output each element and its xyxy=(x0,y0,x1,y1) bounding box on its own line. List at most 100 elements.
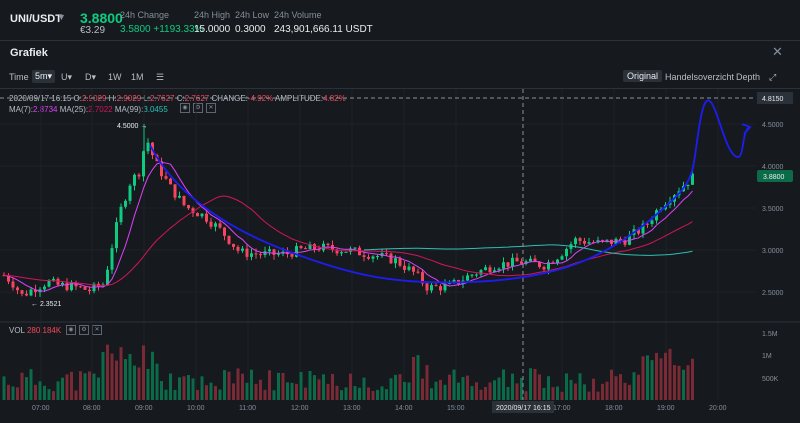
volume-bar xyxy=(178,377,181,400)
volume-bar xyxy=(299,371,303,400)
candle-body xyxy=(209,221,213,227)
volume-bar xyxy=(259,379,262,400)
volume-bar xyxy=(196,390,199,400)
close-icon[interactable]: ✕ xyxy=(206,103,216,113)
interval-day[interactable]: D▾ xyxy=(85,72,97,82)
volume-bar xyxy=(115,360,118,400)
volume-bar xyxy=(565,373,568,400)
volume-bar xyxy=(407,382,411,400)
crosshair-price-tag xyxy=(757,92,793,104)
panel-title: Grafiek xyxy=(10,47,48,59)
divider xyxy=(0,88,800,89)
volume-bar xyxy=(605,381,609,400)
gear-icon[interactable]: ⚙ xyxy=(193,103,203,113)
candle-body xyxy=(124,200,127,207)
interval-1w[interactable]: 1W xyxy=(108,72,122,82)
view-handelsoverzicht[interactable]: Handelsoverzicht xyxy=(665,72,735,82)
candle-body xyxy=(200,213,204,217)
candle-body xyxy=(79,286,82,288)
volume-bar xyxy=(682,369,685,400)
volume-bar xyxy=(380,386,384,400)
volume-bar xyxy=(394,374,397,400)
volume-bar xyxy=(601,383,604,400)
candle-body xyxy=(497,268,501,271)
candle-body xyxy=(605,239,609,241)
view-depth[interactable]: Depth xyxy=(736,72,761,82)
volume-bar xyxy=(268,370,271,400)
time-axis-label: 08:00 xyxy=(83,405,101,412)
candle-body xyxy=(578,238,582,241)
volume-bar xyxy=(295,383,298,400)
chart-axes: 4.5000 4.0000 3.5000 3.0000 2.5000 1.5M 1M 500K… xyxy=(32,122,784,413)
volume-bar xyxy=(313,375,316,400)
fullscreen-icon[interactable]: ⤢ xyxy=(769,72,777,82)
candle-body xyxy=(173,184,177,198)
volume-bar xyxy=(7,384,10,400)
volume-bar xyxy=(614,376,618,400)
volume-bar xyxy=(691,358,694,400)
candle-body xyxy=(74,282,78,287)
price-axis-label: 3.5000 xyxy=(762,206,784,213)
volume-bar xyxy=(245,382,249,400)
candle-body xyxy=(223,227,226,236)
interval-1m[interactable]: 1M xyxy=(131,72,144,82)
symbol-selector[interactable]: UNI/USDT xyxy=(10,13,62,25)
volume-bar xyxy=(241,373,244,400)
volume-axis-label: 500K xyxy=(762,376,779,383)
candle-body xyxy=(538,261,541,267)
volume-bar xyxy=(587,391,591,400)
price-axis-label: 4.5000 xyxy=(762,122,784,129)
candle-body xyxy=(16,287,19,291)
stat-24h-change: 24h Change 3.5800 +1193.33% xyxy=(120,10,204,35)
volume-bar xyxy=(416,355,420,400)
volume-bar xyxy=(542,387,546,400)
candle-body xyxy=(628,234,631,245)
close-icon[interactable]: ✕ xyxy=(772,44,783,59)
volume-bar xyxy=(205,385,208,400)
volume-bar xyxy=(376,389,379,400)
time-axis-label: 13:00 xyxy=(343,405,361,412)
settings-icon[interactable]: ☰ xyxy=(156,72,165,82)
gear-icon[interactable]: ⚙ xyxy=(79,325,89,335)
view-original[interactable]: Original xyxy=(623,70,663,82)
candle-body xyxy=(583,240,586,244)
eye-icon[interactable]: ◉ xyxy=(180,103,190,113)
candle-body xyxy=(511,257,514,267)
candle-body xyxy=(574,238,577,245)
volume-bar xyxy=(484,387,487,400)
volume-bar xyxy=(74,390,78,400)
price-axis-label: 2.5000 xyxy=(762,290,784,297)
volume-bar xyxy=(466,375,469,400)
candle-body xyxy=(241,248,244,251)
candle-body xyxy=(250,253,253,257)
candle-body xyxy=(533,258,537,262)
volume-bar xyxy=(155,363,159,400)
time-axis-label: 15:00 xyxy=(447,405,465,412)
volume-bar xyxy=(641,356,645,400)
interval-5m[interactable]: 5m▾ xyxy=(32,70,56,83)
volume-bar xyxy=(43,385,46,400)
volume-bar xyxy=(479,389,483,400)
time-label[interactable]: Time xyxy=(9,72,29,82)
eye-icon[interactable]: ◉ xyxy=(66,325,76,335)
volume-bar xyxy=(538,374,541,400)
volume-bar xyxy=(277,372,280,400)
chevron-down-icon[interactable]: ▼ xyxy=(57,12,66,22)
volume-bar xyxy=(56,381,60,400)
candle-body xyxy=(349,248,352,252)
candle-body xyxy=(434,285,438,287)
ma7-line xyxy=(3,161,693,292)
candle-body xyxy=(295,246,298,257)
interval-hour[interactable]: U▾ xyxy=(61,72,73,82)
candle-body xyxy=(398,258,402,266)
volume-bar xyxy=(344,387,348,400)
candle-body xyxy=(650,220,654,225)
volume-bar xyxy=(38,381,42,400)
candle-body xyxy=(299,246,303,249)
ma-info: MA(7):2.8734 MA(25):2.7022 MA(99):3.0455 xyxy=(9,105,168,114)
candle-body xyxy=(506,262,510,267)
candle-body xyxy=(412,266,415,272)
volume-bar xyxy=(457,382,460,400)
candle-body xyxy=(110,248,114,270)
